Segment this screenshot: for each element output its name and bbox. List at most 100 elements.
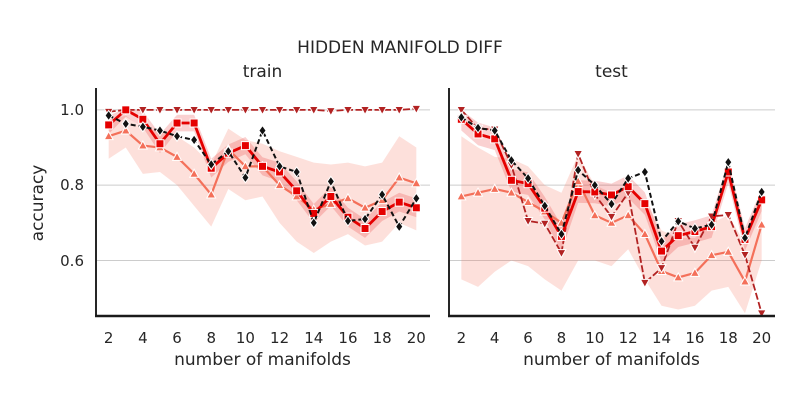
x-tick-label: 14 [304, 329, 324, 347]
salmon-triangle-up-marker [522, 196, 534, 207]
salmon-triangle-up-marker [506, 187, 517, 197]
red-square-marker [607, 190, 616, 200]
black-diamond-marker [590, 179, 600, 192]
firebrick-triangle-down-marker [522, 217, 534, 227]
salmon-triangle-up-marker [359, 202, 371, 212]
red-square-marker [377, 207, 387, 217]
x-tick-label: 6 [523, 329, 533, 347]
red-square-marker [155, 139, 165, 149]
black-diamond-marker [155, 124, 165, 137]
red-square-marker [121, 105, 131, 115]
firebrick-triangle-down-marker [274, 105, 285, 116]
red-square-marker [104, 120, 114, 130]
firebrick-triangle-down-marker [308, 105, 320, 116]
black-diamond-marker [241, 171, 250, 184]
salmon-triangle-up-marker [472, 187, 484, 197]
salmon-triangle-up-marker [120, 124, 132, 135]
black-diamond-marker [640, 166, 650, 178]
red-square-marker [411, 203, 421, 213]
y-tick-label: 0.6 [60, 251, 84, 270]
x-tick-label: 14 [652, 329, 672, 347]
salmon-triangle-up-marker [325, 198, 337, 208]
salmon-triangle-up-marker [622, 209, 634, 220]
black-diamond-marker [360, 213, 370, 225]
black-diamond-marker [189, 134, 199, 146]
red-square-marker [657, 246, 667, 256]
salmon-confidence-band [108, 115, 417, 253]
firebrick-triangle-down-marker [689, 243, 701, 254]
black-diamond-marker [275, 160, 284, 173]
x-tick-label: 8 [556, 329, 567, 347]
salmon-triangle-up-marker [240, 160, 251, 171]
black-diamond-marker [224, 145, 233, 158]
panel-title-test: test [595, 62, 628, 82]
firebrick-triangle-down-marker [325, 107, 337, 117]
black-diamond-marker [607, 198, 616, 210]
black-diamond-marker [490, 124, 499, 137]
x-tick-label: 6 [172, 329, 182, 347]
black-diamond-marker [473, 122, 483, 134]
x-tick-label: 4 [489, 329, 500, 347]
red-square-marker [360, 223, 370, 233]
test-plot-area [448, 88, 775, 319]
black-diamond-marker [412, 192, 421, 205]
x-tick-label: 2 [103, 329, 114, 347]
salmon-triangle-up-marker [739, 275, 751, 286]
red-square-marker [189, 118, 199, 128]
firebrick-triangle-down-marker [723, 211, 734, 221]
x-tick-label: 12 [270, 329, 290, 347]
salmon-triangle-up-marker [756, 219, 767, 229]
black-diamond-marker [377, 188, 387, 201]
firebrick-triangle-down-marker [154, 105, 166, 116]
firebrick-triangle-down-marker [656, 264, 667, 274]
red-square-marker [394, 197, 404, 207]
red-square-marker [172, 118, 182, 128]
firebrick-triangle-down-marker [739, 250, 751, 261]
firebrick-triangle-down-marker [205, 105, 217, 116]
figure-title: HIDDEN MANIFOLD DIFF [297, 38, 503, 58]
firebrick-triangle-down-marker [171, 105, 183, 116]
y-tick-label: 0.8 [60, 176, 84, 195]
firebrick-triangle-down-marker [223, 105, 234, 116]
salmon-triangle-up-marker [589, 209, 601, 220]
x-tick-label: 16 [685, 329, 705, 347]
firebrick-triangle-down-marker [539, 219, 551, 230]
train-plot-area [95, 88, 430, 318]
black-diamond-marker [557, 228, 566, 240]
black-diamond-marker [523, 172, 533, 185]
salmon-triangle-up-marker [188, 168, 200, 178]
black-diamond-marker [573, 164, 583, 176]
x-tick-label: 18 [372, 329, 392, 347]
x-tick-label: 10 [235, 329, 255, 347]
firebrick-triangle-down-marker [572, 150, 584, 160]
salmon-triangle-up-marker [171, 151, 183, 161]
firebrick-triangle-down-marker [342, 105, 354, 116]
black-diamond-marker [292, 166, 301, 178]
x-tick-label: 10 [585, 329, 605, 347]
x-tick-label: 20 [406, 329, 426, 347]
black-diamond-marker [457, 111, 466, 124]
red-square-marker [258, 161, 267, 171]
black-diamond-marker [674, 215, 683, 228]
firebrick-triangle-down-marker [411, 104, 422, 115]
x-tick-label: 18 [718, 329, 738, 347]
black-diamond-marker [740, 232, 750, 244]
salmon-triangle-up-marker [672, 271, 684, 282]
black-diamond-marker [757, 186, 766, 198]
black-diamond-marker [138, 120, 148, 133]
firebrick-triangle-down-marker [606, 212, 617, 223]
salmon-triangle-up-marker [103, 130, 114, 141]
salmon-triangle-up-marker [723, 246, 734, 256]
black-diamond-marker [104, 109, 113, 122]
y-tick-label: 1.0 [60, 100, 84, 119]
salmon-triangle-up-marker [639, 228, 651, 239]
black-diamond-marker [121, 117, 130, 130]
black-diamond-marker [507, 154, 516, 167]
firebrick-triangle-down-marker [556, 249, 567, 259]
salmon-triangle-up-marker [489, 183, 500, 193]
firebrick-triangle-down-marker [257, 105, 268, 116]
salmon-triangle-up-marker [411, 177, 422, 188]
x-axis-label-train: number of manifolds [174, 350, 351, 370]
firebrick-triangle-down-marker [456, 105, 467, 116]
